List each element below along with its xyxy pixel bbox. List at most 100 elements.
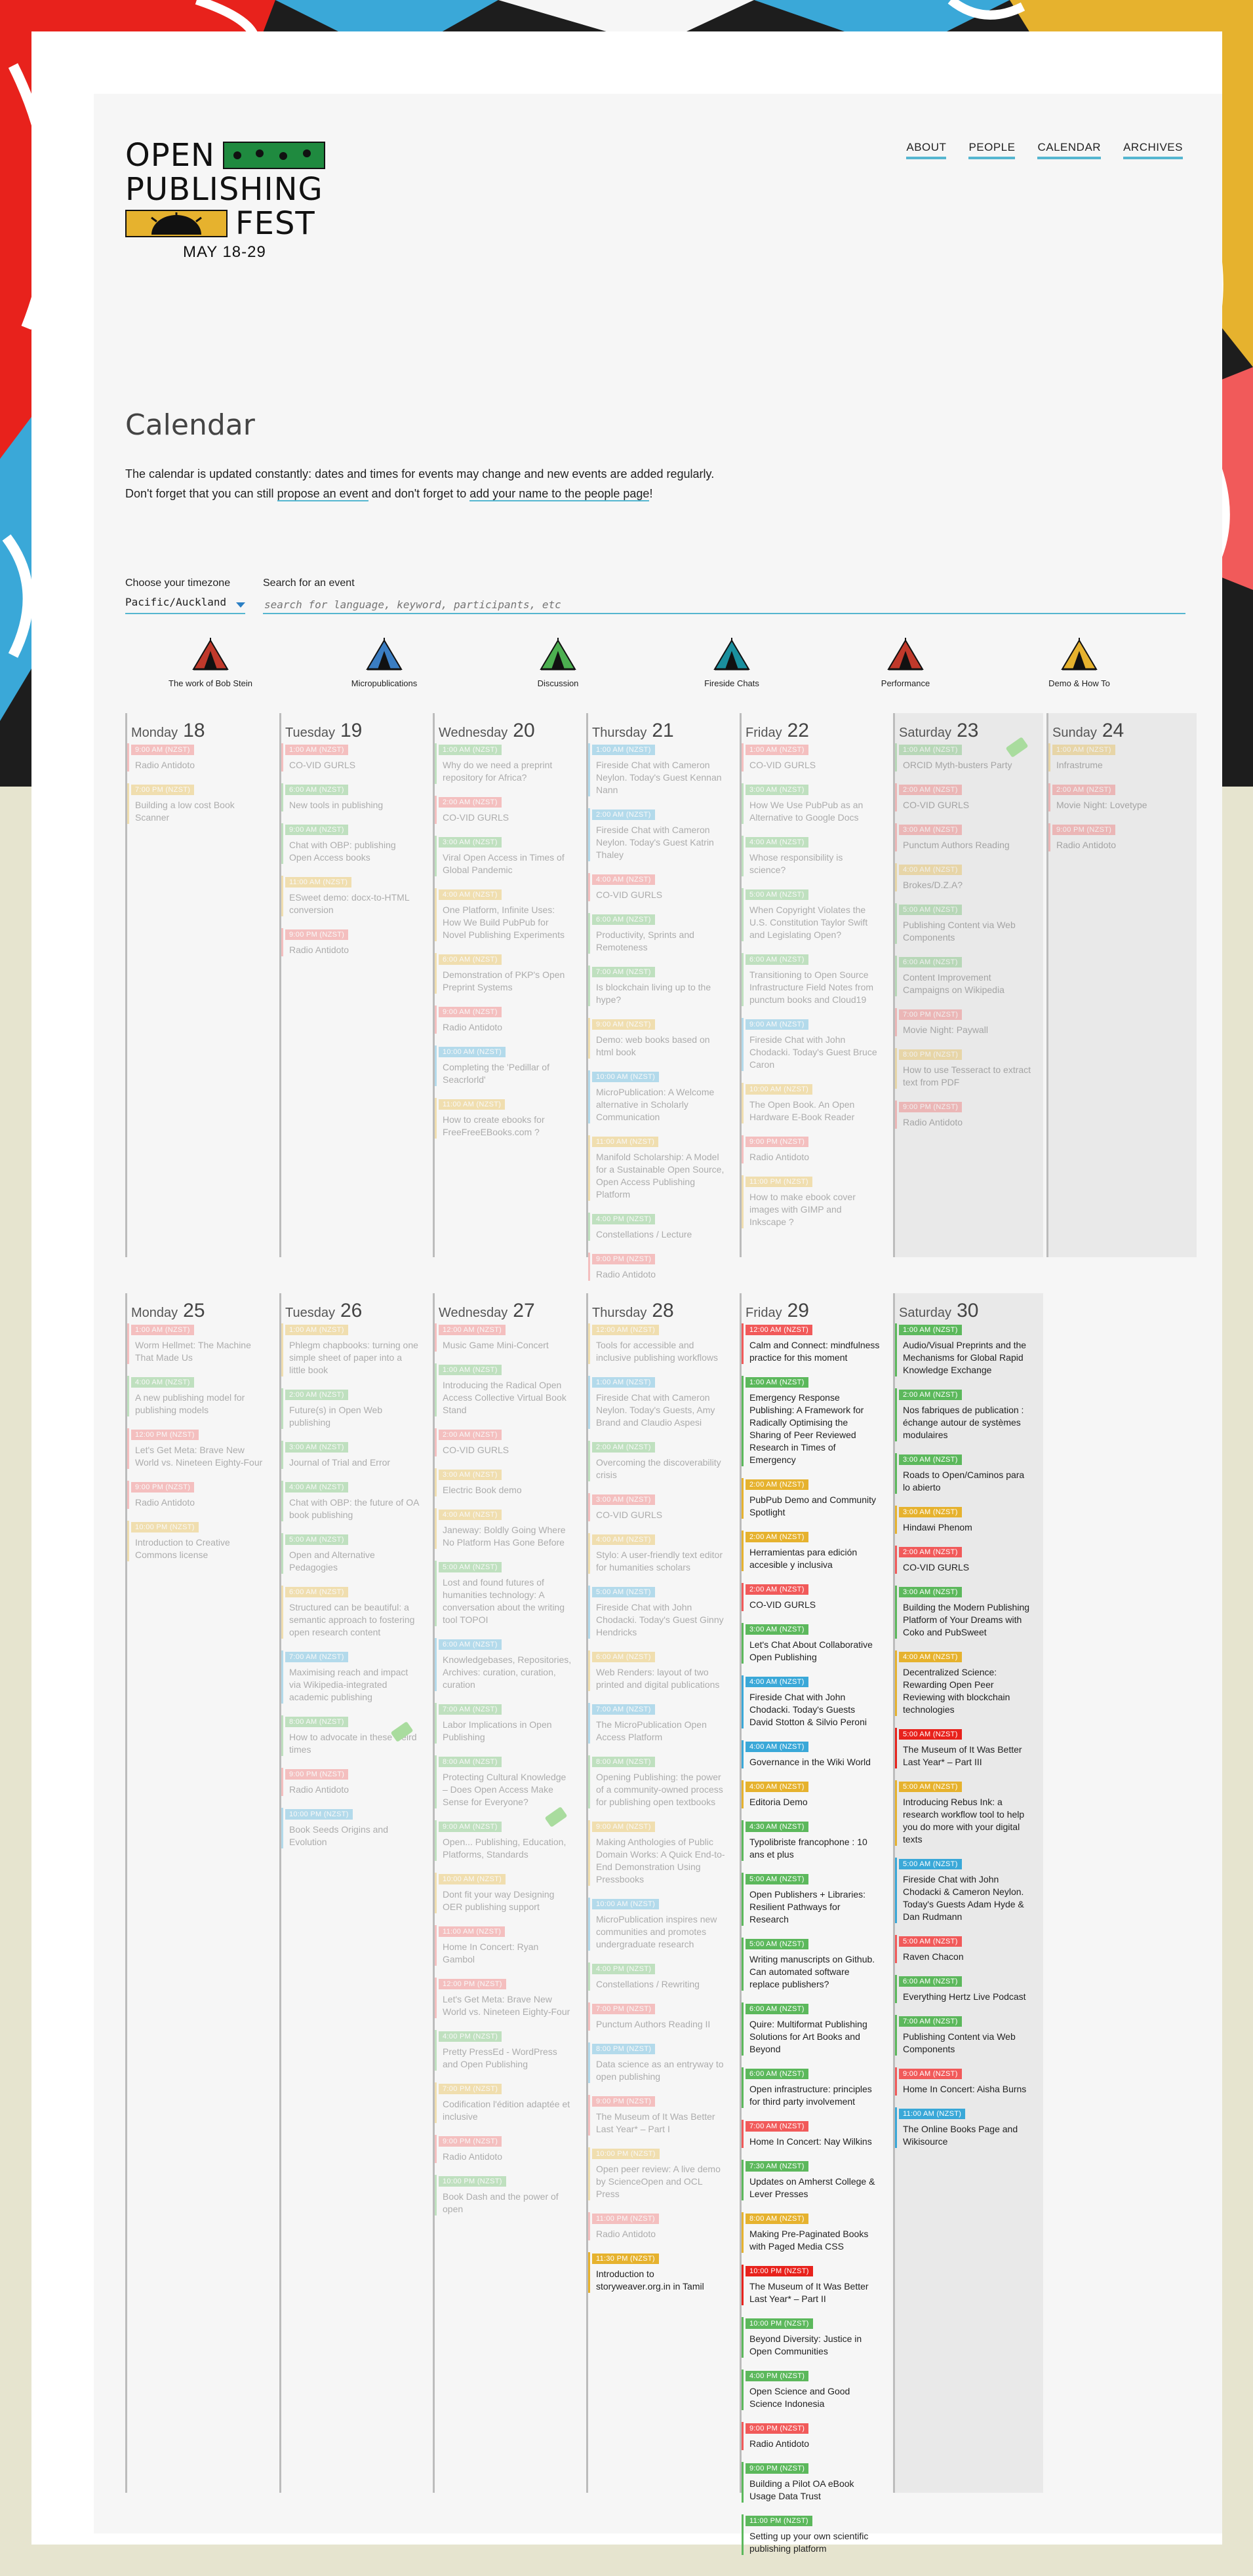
people-page-link[interactable]: add your name to the people page [469, 487, 650, 501]
calendar-event[interactable]: 3:00 AM (NZST) Hindawi Phenom [895, 1506, 1033, 1534]
calendar-event[interactable]: 7:00 PM (NZST) Movie Night: Paywall [895, 1008, 1033, 1036]
calendar-event[interactable]: 6:00 AM (NZST) Structured can be beautifu… [281, 1586, 420, 1639]
calendar-event[interactable]: 10:00 PM (NZST) Book Seeds Origins and Ev… [281, 1808, 420, 1848]
calendar-event[interactable]: 11:00 AM (NZST) Manifold Scholarship: A M… [588, 1135, 726, 1201]
calendar-event[interactable]: 9:00 PM (NZST) Radio Antidoto [281, 1768, 420, 1796]
calendar-event[interactable]: 4:00 AM (NZST) One Platform, Infinite Use… [435, 888, 573, 941]
calendar-event[interactable]: 12:00 PM (NZST) Let's Get Meta: Brave New… [435, 1978, 573, 2018]
calendar-event[interactable]: 5:00 AM (NZST) When Copyright Violates th… [742, 888, 880, 941]
calendar-event[interactable]: 12:00 AM (NZST) Music Game Mini-Concert [435, 1323, 573, 1352]
calendar-event[interactable]: 1:00 AM (NZST) Fireside Chat with Cameron… [588, 1376, 726, 1429]
calendar-event[interactable]: 7:30 AM (NZST) Updates on Amherst College… [742, 2160, 880, 2200]
calendar-event[interactable]: 1:00 AM (NZST) Introducing the Radical Op… [435, 1363, 573, 1416]
calendar-event[interactable]: 4:00 AM (NZST) Janeway: Boldly Going Wher… [435, 1508, 573, 1549]
calendar-event[interactable]: 8:00 PM (NZST) How to use Tesseract to ex… [895, 1048, 1033, 1089]
calendar-event[interactable]: 6:00 AM (NZST) Quire: Multiformat Publish… [742, 2002, 880, 2056]
calendar-event[interactable]: 8:00 PM (NZST) Data science as an entrywa… [588, 2042, 726, 2083]
calendar-event[interactable]: 5:00 AM (NZST) Introducing Rebus Ink: a r… [895, 1780, 1033, 1846]
calendar-event[interactable]: 1:00 AM (NZST) Worm Hellmet: The Machine … [127, 1323, 266, 1364]
calendar-event[interactable]: 2:00 AM (NZST) Future(s) in Open Web publ… [281, 1388, 420, 1429]
calendar-event[interactable]: 9:00 AM (NZST) Radio Antidoto [127, 743, 266, 771]
calendar-event[interactable]: 6:00 AM (NZST) Open infrastructure: princ… [742, 2067, 880, 2108]
calendar-event[interactable]: 7:00 AM (NZST) Maximising reach and impac… [281, 1650, 420, 1704]
calendar-event[interactable]: 4:00 AM (NZST) A new publishing model for… [127, 1376, 266, 1416]
nav-about[interactable]: ABOUT [906, 141, 947, 159]
search-input[interactable] [263, 596, 1185, 614]
calendar-event[interactable]: 10:00 AM (NZST) Dont fit your way Designi… [435, 1873, 573, 1913]
calendar-event[interactable]: 11:00 PM (NZST) Radio Antidoto [588, 2212, 726, 2240]
calendar-event[interactable]: 11:00 AM (NZST) The Online Books Page and… [895, 2107, 1033, 2148]
calendar-event[interactable]: 2:00 AM (NZST) CO-VID GURLS [435, 796, 573, 824]
calendar-event[interactable]: 9:00 PM (NZST) Radio Antidoto [742, 1135, 880, 1163]
calendar-event[interactable]: 3:00 AM (NZST) CO-VID GURLS [588, 1493, 726, 1521]
calendar-event[interactable]: 4:00 PM (NZST) Constellations / Lecture [588, 1213, 726, 1241]
calendar-event[interactable]: 1:00 AM (NZST) ORCID Myth-busters Party [895, 743, 1033, 771]
calendar-event[interactable]: 6:00 AM (NZST) Transitioning to Open Sour… [742, 953, 880, 1006]
calendar-event[interactable]: 5:00 AM (NZST) Open and Alternative Pedag… [281, 1533, 420, 1574]
calendar-event[interactable]: 8:00 AM (NZST) Opening Publishing: the po… [588, 1755, 726, 1808]
calendar-event[interactable]: 9:00 AM (NZST) Open... Publishing, Educat… [435, 1820, 573, 1861]
legend-item[interactable]: Fireside Chats [679, 638, 784, 688]
calendar-event[interactable]: 3:00 AM (NZST) Building the Modern Publis… [895, 1586, 1033, 1639]
calendar-event[interactable]: 9:00 PM (NZST) Radio Antidoto [435, 2135, 573, 2163]
calendar-event[interactable]: 5:00 AM (NZST) Raven Chacon [895, 1935, 1033, 1963]
calendar-event[interactable]: 2:00 AM (NZST) CO-VID GURLS [435, 1428, 573, 1456]
propose-event-link[interactable]: propose an event [277, 487, 368, 501]
calendar-event[interactable]: 8:00 AM (NZST) How to advocate in these w… [281, 1715, 420, 1756]
calendar-event[interactable]: 10:00 PM (NZST) Introduction to Creative … [127, 1521, 266, 1561]
calendar-event[interactable]: 7:00 AM (NZST) The MicroPublication Open … [588, 1703, 726, 1744]
calendar-event[interactable]: 4:00 PM (NZST) Open Science and Good Scie… [742, 2370, 880, 2410]
calendar-event[interactable]: 2:00 AM (NZST) Herramientas para edición … [742, 1531, 880, 1571]
calendar-event[interactable]: 7:00 AM (NZST) Publishing Content via Web… [895, 2015, 1033, 2056]
calendar-event[interactable]: 9:00 AM (NZST) Demo: web books based on h… [588, 1018, 726, 1059]
calendar-event[interactable]: 1:00 AM (NZST) Audio/Visual Preprints and… [895, 1323, 1033, 1376]
calendar-event[interactable]: 2:00 AM (NZST) Overcoming the discoverabi… [588, 1441, 726, 1481]
calendar-event[interactable]: 9:00 PM (NZST) Radio Antidoto [895, 1101, 1033, 1129]
calendar-event[interactable]: 11:00 PM (NZST) Setting up your own scien… [742, 2514, 880, 2555]
calendar-event[interactable]: 1:00 AM (NZST) CO-VID GURLS [742, 743, 880, 771]
calendar-event[interactable]: 1:00 AM (NZST) Phlegm chapbooks: turning … [281, 1323, 420, 1376]
calendar-event[interactable]: 4:00 AM (NZST) Editoria Demo [742, 1780, 880, 1808]
calendar-event[interactable]: 5:00 AM (NZST) Fireside Chat with John Ch… [895, 1858, 1033, 1923]
calendar-event[interactable]: 6:00 AM (NZST) Content Improvement Campai… [895, 956, 1033, 996]
calendar-event[interactable]: 9:00 PM (NZST) Radio Antidoto [281, 928, 420, 956]
calendar-event[interactable]: 6:00 AM (NZST) Knowledgebases, Repositori… [435, 1638, 573, 1691]
calendar-event[interactable]: 2:00 AM (NZST) Fireside Chat with Cameron… [588, 808, 726, 861]
calendar-event[interactable]: 3:00 AM (NZST) Punctum Authors Reading [895, 823, 1033, 851]
calendar-event[interactable]: 9:00 AM (NZST) Home In Concert: Aisha Bur… [895, 2067, 1033, 2096]
calendar-event[interactable]: 9:00 PM (NZST) Radio Antidoto [127, 1481, 266, 1509]
nav-archives[interactable]: ARCHIVES [1123, 141, 1183, 159]
calendar-event[interactable]: 1:00 AM (NZST) Fireside Chat with Cameron… [588, 743, 726, 796]
calendar-event[interactable]: 12:00 PM (NZST) Let's Get Meta: Brave New… [127, 1428, 266, 1469]
calendar-event[interactable]: 3:00 AM (NZST) How We Use PubPub as an Al… [742, 783, 880, 824]
nav-people[interactable]: PEOPLE [968, 141, 1016, 159]
calendar-event[interactable]: 12:00 AM (NZST) Calm and Connect: mindful… [742, 1323, 880, 1364]
calendar-event[interactable]: 7:00 PM (NZST) Punctum Authors Reading II [588, 2002, 726, 2031]
calendar-event[interactable]: 10:00 PM (NZST) Open peer review: A live … [588, 2147, 726, 2200]
calendar-event[interactable]: 6:00 AM (NZST) Productivity, Sprints and … [588, 913, 726, 954]
calendar-event[interactable]: 11:30 PM (NZST) Introduction to storyweav… [588, 2252, 726, 2293]
calendar-event[interactable]: 10:00 PM (NZST) The Museum of It Was Bett… [742, 2265, 880, 2305]
calendar-event[interactable]: 4:00 AM (NZST) CO-VID GURLS [588, 873, 726, 901]
calendar-event[interactable]: 5:00 AM (NZST) The Museum of It Was Bette… [895, 1728, 1033, 1768]
calendar-event[interactable]: 9:00 AM (NZST) Radio Antidoto [435, 1005, 573, 1034]
calendar-event[interactable]: 10:00 AM (NZST) MicroPublication: A Welco… [588, 1070, 726, 1123]
calendar-event[interactable]: 9:00 AM (NZST) Fireside Chat with John Ch… [742, 1018, 880, 1071]
calendar-event[interactable]: 4:00 PM (NZST) Pretty PressEd - WordPress… [435, 2030, 573, 2071]
calendar-event[interactable]: 2:00 AM (NZST) CO-VID GURLS [742, 1583, 880, 1611]
site-logo[interactable]: OPEN PUBLISHING FEST MAY 18-29 [125, 138, 325, 262]
calendar-event[interactable]: 5:00 AM (NZST) Publishing Content via Web… [895, 903, 1033, 944]
calendar-event[interactable]: 7:00 AM (NZST) Labor Implications in Open… [435, 1703, 573, 1744]
calendar-event[interactable]: 8:00 AM (NZST) Making Pre-Paginated Books… [742, 2212, 880, 2253]
calendar-event[interactable]: 2:00 AM (NZST) Nos fabriques de publicati… [895, 1388, 1033, 1441]
calendar-event[interactable]: 5:00 AM (NZST) Open Publishers + Librarie… [742, 1873, 880, 1926]
calendar-event[interactable]: 7:00 AM (NZST) Home In Concert: Nay Wilki… [742, 2120, 880, 2148]
legend-item[interactable]: Micropublications [332, 638, 437, 688]
calendar-event[interactable]: 10:00 PM (NZST) Book Dash and the power o… [435, 2175, 573, 2215]
calendar-event[interactable]: 6:00 AM (NZST) New tools in publishing [281, 783, 420, 811]
calendar-event[interactable]: 7:00 PM (NZST) Building a low cost Book S… [127, 783, 266, 824]
calendar-event[interactable]: 10:00 AM (NZST) The Open Book. An Open Ha… [742, 1083, 880, 1123]
calendar-event[interactable]: 4:00 AM (NZST) Decentralized Science: Rew… [895, 1650, 1033, 1716]
calendar-event[interactable]: 6:00 AM (NZST) Everything Hertz Live Podc… [895, 1975, 1033, 2003]
calendar-event[interactable]: 4:00 AM (NZST) Stylo: A user-friendly tex… [588, 1533, 726, 1574]
